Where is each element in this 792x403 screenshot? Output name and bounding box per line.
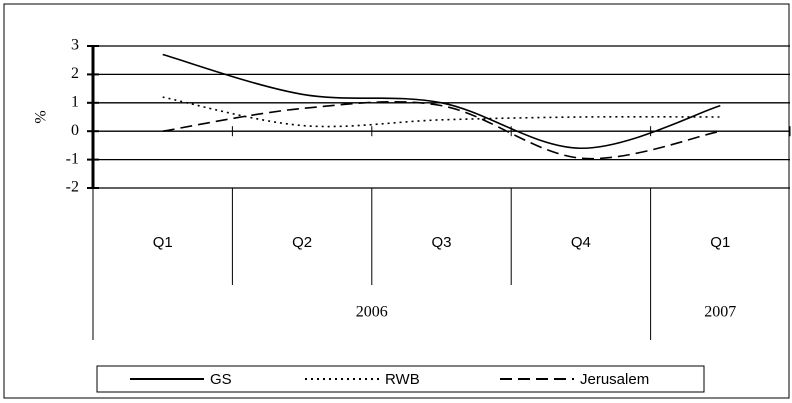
x-tick-label: Q1: [153, 234, 173, 251]
series-line: [162, 100, 721, 160]
legend-label: Jerusalem: [580, 371, 649, 388]
legend-label: GS: [210, 371, 232, 388]
x-tick-label: Q4: [571, 234, 591, 251]
y-tick-label: -2: [66, 179, 79, 196]
series-line: [162, 53, 721, 150]
y-tick-label: 2: [71, 65, 79, 82]
chart-frame: [3, 3, 790, 399]
x-group-label: 2006: [356, 304, 388, 321]
x-group-label: 2007: [704, 304, 736, 321]
y-axis-label: %: [33, 110, 50, 123]
y-tick-label: 3: [71, 37, 79, 54]
y-tick-label: -1: [66, 150, 79, 167]
x-tick-label: Q3: [431, 234, 451, 251]
x-tick-label: Q2: [292, 234, 312, 251]
y-tick-label: 0: [71, 122, 79, 139]
series-line: [162, 96, 721, 128]
x-tick-label: Q1: [710, 234, 730, 251]
legend-label: RWB: [385, 371, 420, 388]
y-tick-label: 1: [71, 93, 79, 110]
